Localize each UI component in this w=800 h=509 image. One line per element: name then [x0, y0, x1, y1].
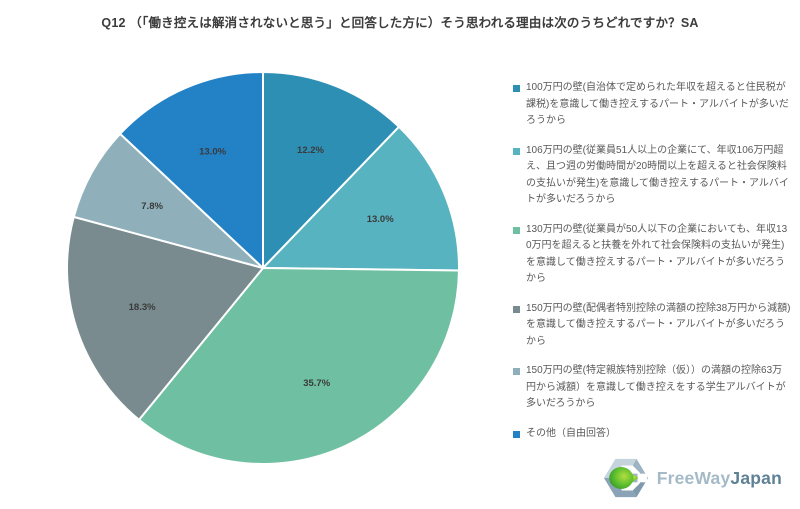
- pie-slice: [72, 132, 264, 269]
- legend: 100万円の壁(自治体で定められた年収を超えると住民税が課税)を意識して働き控え…: [513, 80, 791, 442]
- freeway-logo-icon: [603, 458, 648, 498]
- legend-bullet-icon: [513, 305, 520, 313]
- logo-text-japan: Japan: [730, 467, 782, 488]
- pie-slice: [262, 125, 460, 272]
- pie-chart: 12.2% 13.0% 35.7% 18.3% 7.8% 13.0%: [63, 68, 463, 468]
- slice-label: 7.8%: [141, 201, 163, 212]
- legend-label: 100万円の壁(自治体で定められた年収を超えると住民税が課税)を意識して働き控え…: [526, 82, 789, 126]
- legend-item: 150万円の壁(特定親族特別控除（仮））の満額の控除63万円から減額）を意識して…: [513, 363, 791, 413]
- pie-slice: [119, 71, 264, 269]
- legend-label: 106万円の壁(従業員51人以上の企業にて、年収106万円超え、且つ週の労働時間…: [526, 144, 789, 206]
- page-title: Q12 （「働き控えは解消されないと思う」と回答した方に）そう思われる理由は次の…: [101, 16, 699, 30]
- brand-logo: FreeWayJapan: [601, 455, 782, 501]
- legend-item: 100万円の壁(自治体で定められた年収を超えると住民税が課税)を意識して働き控え…: [513, 80, 791, 130]
- legend-label: その他（自由回答）: [526, 427, 616, 439]
- pie-slice: [66, 215, 264, 421]
- legend-bullet-icon: [513, 85, 520, 92]
- legend-bullet-icon: [513, 368, 520, 375]
- slice-label: 12.2%: [297, 145, 324, 156]
- pie-slice: [262, 71, 400, 269]
- slice-label: 18.3%: [129, 302, 156, 313]
- slice-label: 13.0%: [199, 146, 226, 157]
- pie-chart-svg: 12.2% 13.0% 35.7% 18.3% 7.8% 13.0%: [66, 71, 460, 465]
- legend-label: 150万円の壁(特定親族特別控除（仮））の満額の控除63万円から減額）を意識して…: [526, 365, 786, 409]
- legend-item: 106万円の壁(従業員51人以上の企業にて、年収106万円超え、且つ週の労働時間…: [513, 143, 791, 209]
- legend-item: 130万円の壁(従業員が50人以下の企業においても、年収130万円を超えると扶養…: [513, 222, 791, 288]
- slice-label: 13.0%: [367, 214, 394, 225]
- legend-item: その他（自由回答）: [513, 426, 791, 443]
- slice-label: 35.7%: [303, 378, 330, 389]
- legend-bullet-icon: [513, 226, 520, 234]
- legend-label: 130万円の壁(従業員が50人以下の企業においても、年収130万円を超えると扶養…: [526, 223, 788, 285]
- legend-bullet-icon: [513, 430, 520, 438]
- logo-text: FreeWayJapan: [657, 468, 782, 489]
- legend-item: 150万円の壁(配偶者特別控除の満額の控除38万円から減額)を意識して働き控えす…: [513, 301, 791, 351]
- legend-bullet-icon: [513, 147, 520, 155]
- pie-slice: [138, 267, 460, 465]
- logo-text-freeway: FreeWay: [656, 467, 731, 488]
- legend-label: 150万円の壁(配偶者特別控除の満額の控除38万円から減額)を意識して働き控えす…: [526, 302, 791, 347]
